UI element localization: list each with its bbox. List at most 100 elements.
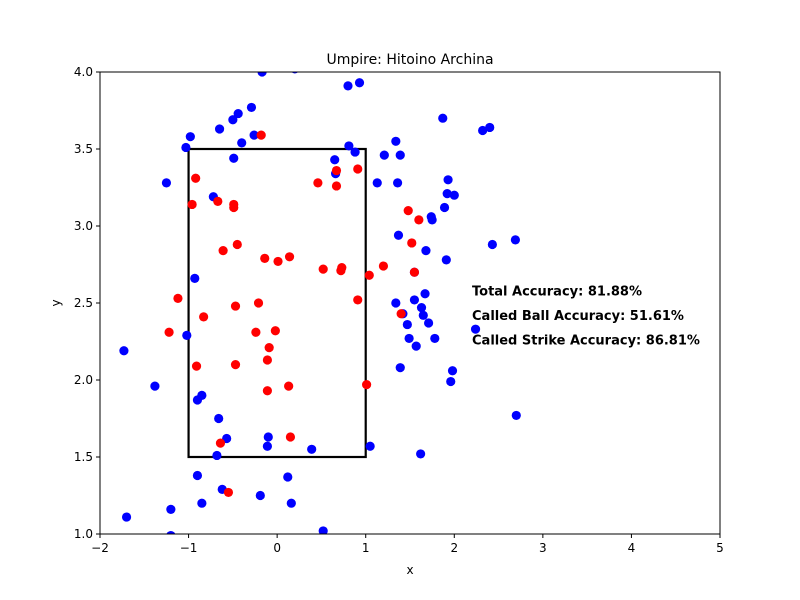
data-point [350, 147, 360, 157]
data-point [232, 239, 242, 250]
data-point [262, 355, 272, 365]
y-tick-label: 1.0 [74, 527, 93, 541]
data-point [228, 115, 238, 125]
data-point [331, 181, 342, 191]
data-point [182, 330, 192, 340]
data-point [372, 178, 382, 188]
data-point [354, 78, 365, 88]
x-tick-label: 2 [450, 541, 458, 555]
data-point [313, 178, 323, 188]
data-point [173, 293, 183, 303]
data-point [215, 438, 226, 448]
data-point [190, 273, 200, 283]
data-point [284, 381, 294, 391]
data-point [409, 267, 420, 277]
data-point [470, 324, 481, 334]
data-point [438, 113, 448, 123]
data-point [161, 178, 172, 188]
data-point [212, 450, 222, 461]
data-point [262, 441, 272, 451]
data-point [121, 512, 132, 522]
data-point [164, 327, 174, 337]
data-point [416, 303, 427, 313]
data-point [396, 309, 406, 319]
data-point [181, 142, 191, 153]
data-point [362, 380, 372, 390]
data-point [395, 150, 405, 160]
data-point [443, 175, 453, 185]
data-point [379, 150, 389, 160]
data-point [403, 206, 413, 216]
data-point [166, 504, 176, 514]
data-point [264, 343, 274, 353]
x-tick-label: 1 [362, 541, 370, 555]
data-point [365, 441, 375, 451]
data-point [119, 346, 129, 356]
data-point [430, 333, 440, 344]
data-point [447, 366, 458, 376]
data-point [478, 125, 488, 136]
data-point [166, 530, 176, 534]
accuracy-annotation: Called Strike Accuracy: 86.81% [472, 333, 700, 348]
y-tick-label: 3.5 [74, 142, 93, 156]
data-point [343, 81, 353, 91]
data-point [404, 333, 414, 344]
data-point [263, 432, 273, 442]
data-point [262, 386, 272, 396]
data-point [229, 153, 239, 163]
data-point [230, 360, 241, 370]
data-point [411, 341, 421, 351]
accuracy-annotation: Total Accuracy: 81.88% [472, 284, 642, 299]
data-point [427, 215, 437, 225]
data-point [233, 108, 243, 119]
data-point [197, 390, 207, 400]
data-point [229, 202, 239, 213]
data-point [416, 449, 426, 459]
x-tick-label: 3 [539, 541, 547, 555]
data-point [487, 239, 497, 250]
data-point [257, 72, 267, 77]
x-tick-label: 4 [628, 541, 636, 555]
x-tick-label: −2 [91, 541, 109, 555]
data-point [199, 312, 209, 322]
x-tick-label: 5 [716, 541, 724, 555]
data-point [285, 432, 296, 442]
data-point [214, 413, 224, 424]
y-tick-label: 4.0 [74, 65, 93, 79]
data-point [485, 122, 495, 133]
data-point [253, 298, 264, 308]
plot-area: −2 −1 0 1 2 3 4 5 1.0 1.5 2.0 2.5 3.0 3.5 4.0 Total Acc… [74, 65, 724, 555]
data-point [409, 295, 420, 305]
data-point [510, 235, 520, 245]
data-point [187, 199, 197, 210]
data-point [286, 498, 296, 508]
chart-title: Umpire: Hitoino Archina [326, 52, 493, 68]
x-tick-label: −1 [180, 541, 198, 555]
data-point [260, 253, 270, 263]
data-point [353, 164, 363, 174]
data-point [407, 238, 417, 248]
data-point [273, 256, 283, 267]
data-point [364, 270, 374, 280]
data-point [223, 487, 234, 498]
y-axis-label: y [49, 299, 63, 306]
data-point [393, 178, 403, 188]
data-point [420, 289, 430, 299]
data-point [337, 262, 347, 273]
data-point [318, 526, 328, 534]
strike-zone [187, 147, 367, 459]
data-point [270, 326, 280, 336]
y-tick-label: 3.0 [74, 219, 93, 233]
data-point [446, 376, 456, 387]
data-point [214, 124, 225, 134]
data-point [249, 130, 259, 140]
y-tick-label: 2.0 [74, 373, 93, 387]
data-point [191, 361, 202, 371]
data-point [284, 252, 295, 262]
data-point [441, 255, 451, 265]
data-point [318, 264, 328, 274]
data-point [391, 298, 401, 308]
data-point [283, 472, 293, 482]
